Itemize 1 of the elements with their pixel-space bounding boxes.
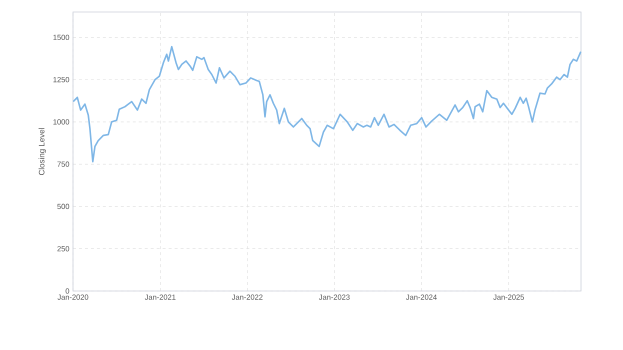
line-series xyxy=(72,46,582,162)
